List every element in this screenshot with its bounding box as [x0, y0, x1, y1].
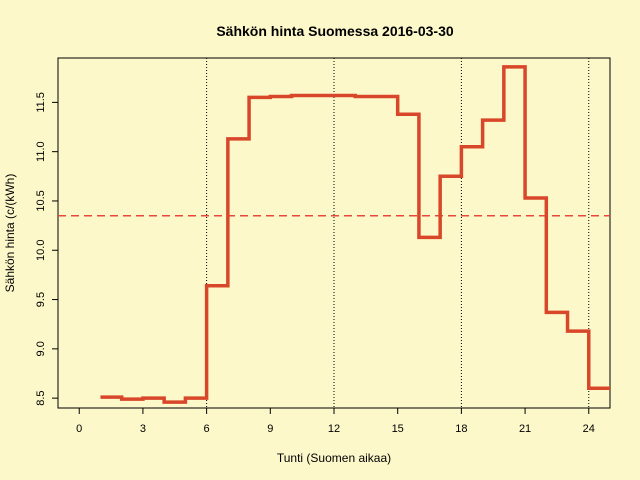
y-axis-label: Sähkön hinta (c/(kWh)	[3, 174, 17, 293]
y-tick-label: 10.0	[35, 240, 47, 261]
x-tick-label: 18	[455, 423, 467, 435]
x-tick-label: 0	[76, 423, 82, 435]
chart-title: Sähkön hinta Suomessa 2016-03-30	[216, 23, 454, 39]
x-axis-label: Tunti (Suomen aikaa)	[277, 451, 391, 465]
y-tick-label: 9.0	[35, 341, 47, 356]
y-tick-label: 10.5	[35, 190, 47, 211]
x-tick-label: 6	[204, 423, 210, 435]
x-tick-label: 12	[328, 423, 340, 435]
y-tick-label: 11.5	[35, 92, 47, 113]
y-tick-label: 9.5	[35, 292, 47, 307]
price-step-line	[100, 65, 610, 404]
y-tick-label: 11.0	[35, 141, 47, 162]
x-tick-label: 24	[583, 423, 595, 435]
y-axis: 8.5 9.0 9.5 10.0 10.5 11.0 11.5	[35, 92, 58, 406]
y-tick-label: 8.5	[35, 390, 47, 405]
x-tick-label: 3	[140, 423, 146, 435]
x-tick-label: 21	[519, 423, 531, 435]
x-axis: 0 3 6 9 12 15 18 21 24	[76, 408, 595, 435]
x-tick-label: 15	[392, 423, 404, 435]
price-series	[100, 65, 610, 404]
x-tick-label: 9	[267, 423, 273, 435]
